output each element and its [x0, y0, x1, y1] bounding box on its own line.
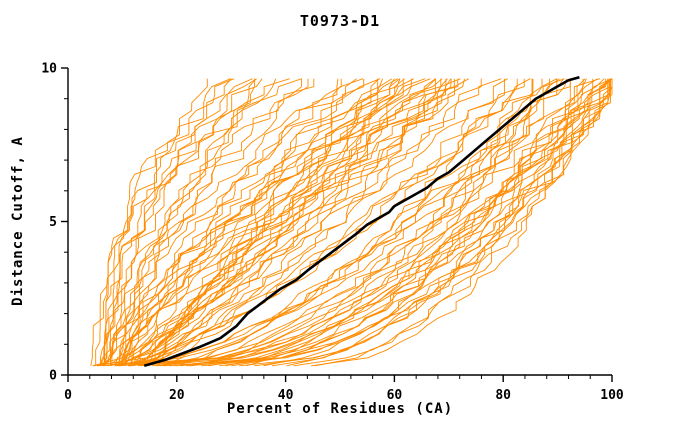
orange-model-curve — [133, 78, 436, 366]
orange-model-curve — [107, 78, 508, 367]
orange-model-curve — [118, 78, 558, 367]
orange-model-curve — [111, 78, 309, 366]
x-tick-label: 60 — [387, 388, 403, 403]
orange-model-curve — [148, 78, 459, 367]
orange-model-curve — [102, 78, 381, 367]
orange-model-curve — [117, 78, 277, 366]
chart-title: T0973-D1 — [300, 12, 380, 30]
x-tick-label: 80 — [495, 388, 511, 403]
orange-model-curve — [162, 78, 461, 367]
orange-model-curve — [129, 78, 518, 367]
orange-model-curve — [99, 78, 436, 367]
orange-model-curve — [219, 78, 598, 367]
orange-model-curve — [109, 78, 263, 366]
orange-model-curve — [107, 78, 426, 366]
orange-model-curve — [128, 78, 405, 367]
y-axis-label: Distance Cutoff, A — [10, 136, 26, 306]
orange-model-curve — [119, 78, 257, 366]
x-tick-label: 20 — [169, 388, 185, 403]
orange-model-curve — [293, 78, 613, 367]
orange-model-curve — [174, 78, 567, 367]
orange-model-curve — [143, 78, 442, 367]
orange-model-curve — [140, 78, 395, 367]
orange-model-curve — [119, 78, 531, 367]
orange-model-curve — [93, 78, 505, 367]
orange-model-curve — [95, 78, 257, 366]
orange-model-curve — [131, 78, 482, 367]
orange-model-curve — [225, 78, 611, 367]
x-tick-label: 40 — [278, 388, 294, 403]
orange-model-curve — [246, 78, 613, 367]
orange-model-curve — [201, 78, 613, 367]
orange-model-curve — [92, 78, 502, 367]
orange-model-curve — [263, 78, 613, 367]
orange-model-curve — [104, 78, 235, 366]
orange-model-curve — [140, 78, 571, 367]
orange-model-curve — [189, 78, 601, 367]
orange-model-curve — [99, 78, 342, 366]
orange-model-curve — [109, 78, 253, 366]
orange-model-curve — [128, 78, 399, 367]
y-tick-label: 5 — [49, 215, 57, 230]
orange-model-curve — [156, 78, 565, 367]
orange-model-curve — [157, 78, 470, 367]
orange-model-curve — [120, 78, 303, 366]
y-tick-label: 10 — [41, 62, 57, 77]
orange-model-curve — [142, 78, 447, 367]
axes: 0 20 40 60 80 100 0 5 10 — [41, 62, 624, 404]
x-tick-label: 0 — [64, 388, 72, 403]
orange-model-curve — [119, 78, 431, 367]
x-tick-label: 100 — [600, 388, 624, 403]
orange-model-curve — [137, 78, 550, 367]
orange-model-curve — [286, 78, 609, 367]
orange-model-curve — [190, 78, 607, 367]
orange-model-curve — [151, 78, 401, 367]
orange-model-curve — [231, 78, 594, 367]
orange-model-curve — [314, 78, 613, 367]
y-tick-label: 0 — [49, 369, 57, 384]
orange-model-curve — [143, 78, 533, 367]
orange-model-curve — [124, 78, 339, 366]
orange-model-curve — [311, 78, 613, 367]
orange-model-curve — [103, 78, 231, 366]
model-curves — [90, 75, 613, 368]
orange-model-curve — [118, 78, 443, 367]
orange-model-curve — [120, 78, 455, 367]
orange-model-curve — [139, 78, 415, 366]
orange-model-curve — [152, 78, 560, 367]
orange-model-curve — [147, 78, 412, 367]
orange-model-curve — [121, 78, 365, 366]
orange-model-curve — [239, 78, 611, 367]
highlighted-model-curve — [143, 75, 580, 368]
orange-model-curve — [108, 78, 448, 367]
orange-model-curve — [186, 78, 613, 367]
orange-model-curve — [148, 78, 404, 367]
orange-model-curve — [99, 78, 364, 366]
x-axis-label: Percent of Residues (CA) — [227, 401, 453, 417]
orange-model-curve — [134, 78, 384, 367]
orange-model-curve — [124, 78, 290, 366]
